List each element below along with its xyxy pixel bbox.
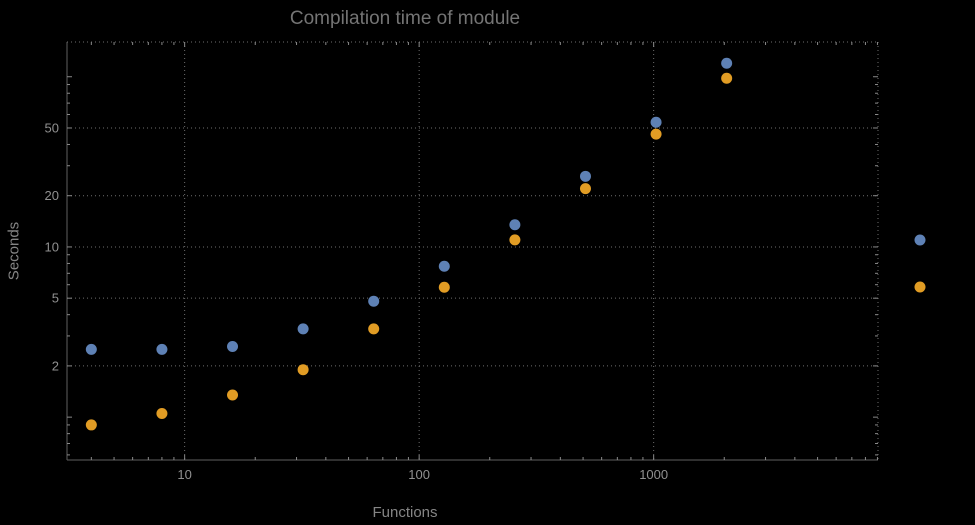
data-point <box>297 323 309 335</box>
data-point <box>509 219 521 231</box>
data-point <box>368 295 380 307</box>
data-point <box>579 183 591 195</box>
data-point <box>227 389 239 401</box>
x-tick-label: 10 <box>177 467 191 482</box>
x-tick-label: 100 <box>408 467 430 482</box>
legend-marker <box>914 281 926 293</box>
data-point <box>85 419 97 431</box>
data-point <box>650 116 662 128</box>
data-point <box>721 57 733 69</box>
x-axis-label: Functions <box>372 504 438 521</box>
data-point <box>227 341 239 353</box>
data-point <box>368 323 380 335</box>
data-point <box>156 408 168 420</box>
y-axis-label: Seconds <box>5 221 23 281</box>
x-tick-label: 1000 <box>639 467 668 482</box>
y-tick-label: 5 <box>52 291 59 306</box>
legend-marker <box>914 234 926 246</box>
data-point <box>297 364 309 376</box>
y-tick-label: 50 <box>45 120 59 135</box>
chart-title: Compilation time of module <box>289 8 521 29</box>
data-point <box>438 281 450 293</box>
y-tick-label: 2 <box>52 358 59 373</box>
data-point <box>438 260 450 272</box>
y-tick-label: 10 <box>45 239 59 254</box>
data-point <box>156 343 168 355</box>
data-point <box>579 170 591 182</box>
data-point <box>85 343 97 355</box>
data-point <box>650 128 662 140</box>
data-point <box>721 72 733 84</box>
data-point <box>509 234 521 246</box>
y-tick-label: 20 <box>45 188 59 203</box>
